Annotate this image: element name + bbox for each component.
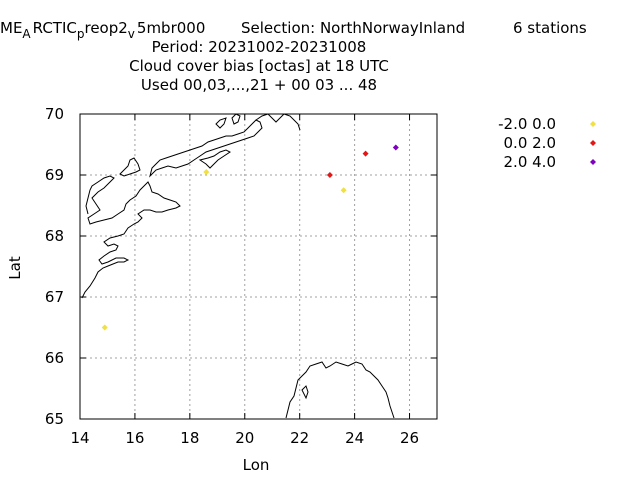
legend-marker xyxy=(590,121,596,127)
data-point xyxy=(203,168,210,175)
y-axis-label: Lat xyxy=(6,256,24,280)
data-point xyxy=(340,187,347,194)
x-tick-label: 18 xyxy=(180,429,199,447)
x-axis-label: Lon xyxy=(243,456,270,474)
x-tick-label: 22 xyxy=(290,429,309,447)
chart-title: Cloud cover bias [octas] at 18 UTC xyxy=(129,57,389,75)
coastline-map xyxy=(81,114,395,419)
legend: -2.0 0.00.0 2.02.0 4.0 xyxy=(498,115,596,171)
legend-entry-label: 0.0 2.0 xyxy=(504,134,556,152)
chart-grid xyxy=(79,113,437,420)
chart-period: Period: 20231002-20231008 xyxy=(152,38,367,56)
y-tick-label: 67 xyxy=(45,288,64,306)
data-point xyxy=(392,144,399,151)
legend-entry-label: -2.0 0.0 xyxy=(498,115,556,133)
chart-used: Used 00,03,...,21 + 00 03 ... 48 xyxy=(141,76,377,94)
x-axis: 14 16 18 20 22 24 26 xyxy=(70,114,419,447)
x-tick-label: 14 xyxy=(70,429,89,447)
y-axis: 65 66 67 68 69 70 xyxy=(45,105,437,428)
x-tick-label: 20 xyxy=(235,429,254,447)
data-point xyxy=(326,172,333,178)
x-tick-label: 24 xyxy=(345,429,364,447)
chart-header-stations: 6 stations xyxy=(513,19,587,37)
legend-marker xyxy=(590,140,596,146)
data-point xyxy=(101,324,108,331)
x-tick-label: 16 xyxy=(125,429,144,447)
legend-entry-label: 2.0 4.0 xyxy=(504,153,556,171)
chart-header-selection: Selection: NorthNorwayInland xyxy=(241,19,465,37)
y-tick-label: 70 xyxy=(45,105,64,123)
y-tick-label: 65 xyxy=(45,410,64,428)
y-tick-label: 66 xyxy=(45,349,64,367)
y-tick-label: 69 xyxy=(45,166,64,184)
data-point xyxy=(362,150,369,157)
plot-frame xyxy=(79,113,438,420)
x-tick-label: 26 xyxy=(400,429,419,447)
scatter-points xyxy=(101,144,399,331)
chart-header-experiment: MEA RCTICpreop2v 5mbr000 xyxy=(0,19,205,41)
legend-marker xyxy=(590,159,596,165)
y-tick-label: 68 xyxy=(45,227,64,245)
